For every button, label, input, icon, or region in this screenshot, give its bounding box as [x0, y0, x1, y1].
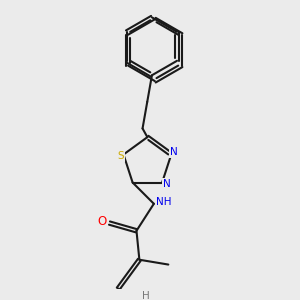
Text: N: N: [170, 147, 178, 157]
Text: H: H: [142, 291, 150, 300]
Text: N: N: [163, 179, 171, 190]
Text: NH: NH: [156, 197, 171, 207]
Text: O: O: [97, 214, 106, 228]
Text: S: S: [117, 152, 124, 161]
